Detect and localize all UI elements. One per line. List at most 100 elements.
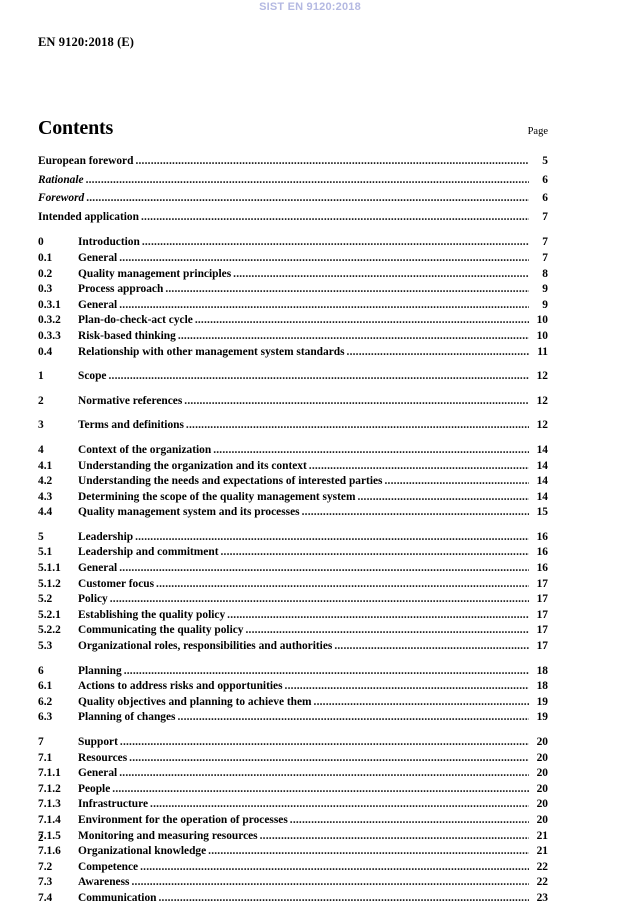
toc-entry[interactable]: 5.1.2 Customer focus 17 (38, 577, 548, 593)
toc-entry-number: 0.3.1 (38, 298, 61, 311)
toc-entry[interactable]: 7.1.3 Infrastructure 20 (38, 797, 548, 813)
toc-entry-number: 5.3 (38, 640, 53, 653)
toc-dot-leader (140, 862, 529, 873)
toc-entry-number: 5.2.1 (38, 608, 61, 621)
toc-entry[interactable]: 4.3 Determining the scope of the quality … (38, 490, 548, 506)
toc-entry[interactable]: 7.2 Competence 22 (38, 860, 548, 876)
toc-entry-page-number: 12 (536, 419, 548, 432)
toc-entry[interactable]: 0.4 Relationship with other management sy… (38, 345, 548, 361)
toc-entry-number: 7.4 (38, 891, 53, 904)
toc-entry-page-number: 9 (542, 298, 548, 311)
toc-entry-number: 7.1.2 (38, 782, 61, 795)
toc-entry[interactable]: 2 Normative references 12 (38, 394, 548, 410)
toc-dot-leader (119, 563, 529, 574)
toc-entry-page-number: 7 (542, 251, 548, 264)
toc-entry[interactable]: 7.4 Communication 23 (38, 891, 548, 907)
toc-entry[interactable]: 0.3 Process approach 9 (38, 282, 548, 298)
toc-entry-number: 5.1.2 (38, 577, 61, 590)
toc-entry-label: Understanding the needs and expectations… (78, 475, 383, 488)
toc-entry-page-number: 22 (536, 860, 548, 873)
toc-entry[interactable]: 7.1.1 General 20 (38, 766, 548, 782)
toc-dot-leader (227, 610, 529, 621)
toc-entry[interactable]: 5.2.1 Establishing the quality policy 17 (38, 608, 548, 624)
toc-entry[interactable]: 6.2 Quality objectives and planning to ac… (38, 695, 548, 711)
toc-entry-label: European foreword (38, 155, 134, 167)
toc-entry-label: Actions to address risks and opportuniti… (78, 680, 283, 693)
toc-dot-leader (309, 461, 529, 472)
toc-entry-page-number: 14 (536, 490, 548, 503)
toc-entry-page-number: 20 (536, 736, 548, 748)
toc-entry-label: Leadership (78, 530, 134, 543)
toc-entry-page-number: 16 (536, 546, 548, 559)
toc-entry[interactable]: Intended application 7 (38, 208, 548, 227)
toc-entry-number: 6 (38, 664, 44, 677)
toc-entry[interactable]: 4.2 Understanding the needs and expectati… (38, 474, 548, 490)
toc-entry[interactable]: 1 Scope 12 (38, 369, 548, 385)
toc-entry[interactable]: 5 Leadership 16 (38, 530, 548, 546)
toc-dot-leader (208, 846, 529, 857)
toc-entry-label: People (78, 782, 111, 795)
toc-entry-number: 5.2 (38, 593, 53, 606)
toc-entry-label: Awareness (78, 876, 130, 889)
toc-dot-leader (290, 815, 529, 826)
toc-entry[interactable]: 5.2 Policy 17 (38, 592, 548, 608)
toc-entry-page-number: 12 (536, 370, 548, 383)
toc-entry[interactable]: 0.3.2 Plan-do-check-act cycle 10 (38, 313, 548, 329)
toc-entry-page-number: 7 (542, 236, 548, 249)
toc-entry-page-number: 20 (536, 782, 548, 795)
toc-entry[interactable]: 7.1.2 People 20 (38, 782, 548, 798)
toc-dot-leader (129, 753, 529, 764)
toc-entry-number: 7 (38, 736, 44, 748)
toc-entry[interactable]: 6.1 Actions to address risks and opportun… (38, 679, 548, 695)
toc-entry-label: Foreword (38, 192, 85, 205)
toc-dot-leader (186, 420, 529, 431)
toc-entry[interactable]: 5.3 Organizational roles, responsibilitie… (38, 639, 548, 655)
toc-entry[interactable]: 3 Terms and definitions 12 (38, 418, 548, 434)
toc-entry-label: Context of the organization (78, 443, 212, 456)
toc-entry[interactable]: 7.1 Resources 20 (38, 751, 548, 767)
toc-entry[interactable]: 5.2.2 Communicating the quality policy 17 (38, 623, 548, 639)
toc-entry-page-number: 11 (537, 345, 548, 358)
toc-entry[interactable]: 5.1.1 General 16 (38, 561, 548, 577)
toc-entry-label: Communicating the quality policy (78, 624, 244, 637)
toc-entry[interactable]: European foreword 5 (38, 152, 548, 171)
toc-entry-label: Determining the scope of the quality man… (78, 490, 356, 503)
toc-entry[interactable]: 4 Context of the organization 14 (38, 443, 548, 459)
toc-entry-number: 4.2 (38, 475, 53, 488)
toc-entry-page-number: 19 (536, 695, 548, 708)
toc-entry-page-number: 6 (542, 192, 548, 205)
toc-entry-page-number: 20 (536, 751, 548, 764)
toc-entry[interactable]: 7.1.6 Organizational knowledge 21 (38, 844, 548, 860)
toc-entry[interactable]: 0 Introduction 7 (38, 235, 548, 251)
toc-entry-page-number: 17 (536, 624, 548, 637)
toc-entry-label: Process approach (78, 283, 164, 296)
toc-entry-label: Policy (78, 593, 108, 606)
toc-entry-page-number: 18 (536, 680, 548, 693)
toc-dot-leader (150, 799, 529, 810)
toc-entry[interactable]: 0.3.1 General 9 (38, 298, 548, 314)
toc-entry[interactable]: 7.1.4 Environment for the operation of pr… (38, 813, 548, 829)
toc-entry[interactable]: 7.1.5 Monitoring and measuring resources 2… (38, 829, 548, 845)
toc-entry-number: 2 (38, 394, 44, 407)
toc-entry[interactable]: 6.3 Planning of changes 19 (38, 710, 548, 726)
toc-dot-leader (357, 492, 529, 503)
toc-entry-number: 7.1.3 (38, 798, 61, 811)
toc-entry-label: Resources (78, 751, 128, 764)
toc-entry[interactable]: 4.1 Understanding the organization and it… (38, 459, 548, 475)
toc-entry[interactable]: 0.2 Quality management principles 8 (38, 267, 548, 283)
toc-entry[interactable]: Foreword 6 (38, 189, 548, 208)
toc-entry[interactable]: 7.3 Awareness 22 (38, 875, 548, 891)
toc-entry[interactable]: 5.1 Leadership and commitment 16 (38, 545, 548, 561)
toc-dot-leader (112, 784, 529, 795)
toc-entry[interactable]: 0.1 General 7 (38, 251, 548, 267)
toc-entry[interactable]: Rationale 6 (38, 171, 548, 190)
toc-entry-number: 4.3 (38, 490, 53, 503)
toc-entry[interactable]: 7 Support 20 (38, 735, 548, 751)
toc-entry[interactable]: 0.3.3 Risk-based thinking 10 (38, 329, 548, 345)
toc-entry[interactable]: 6 Planning 18 (38, 664, 548, 680)
toc-entry-number: 7.1.4 (38, 813, 61, 826)
running-header: SIST EN 9120:2018 (259, 1, 361, 13)
toc-entry[interactable]: 4.4 Quality management system and its pro… (38, 505, 548, 521)
toc-entry-number: 4.1 (38, 459, 53, 472)
toc-dot-leader (246, 625, 530, 636)
